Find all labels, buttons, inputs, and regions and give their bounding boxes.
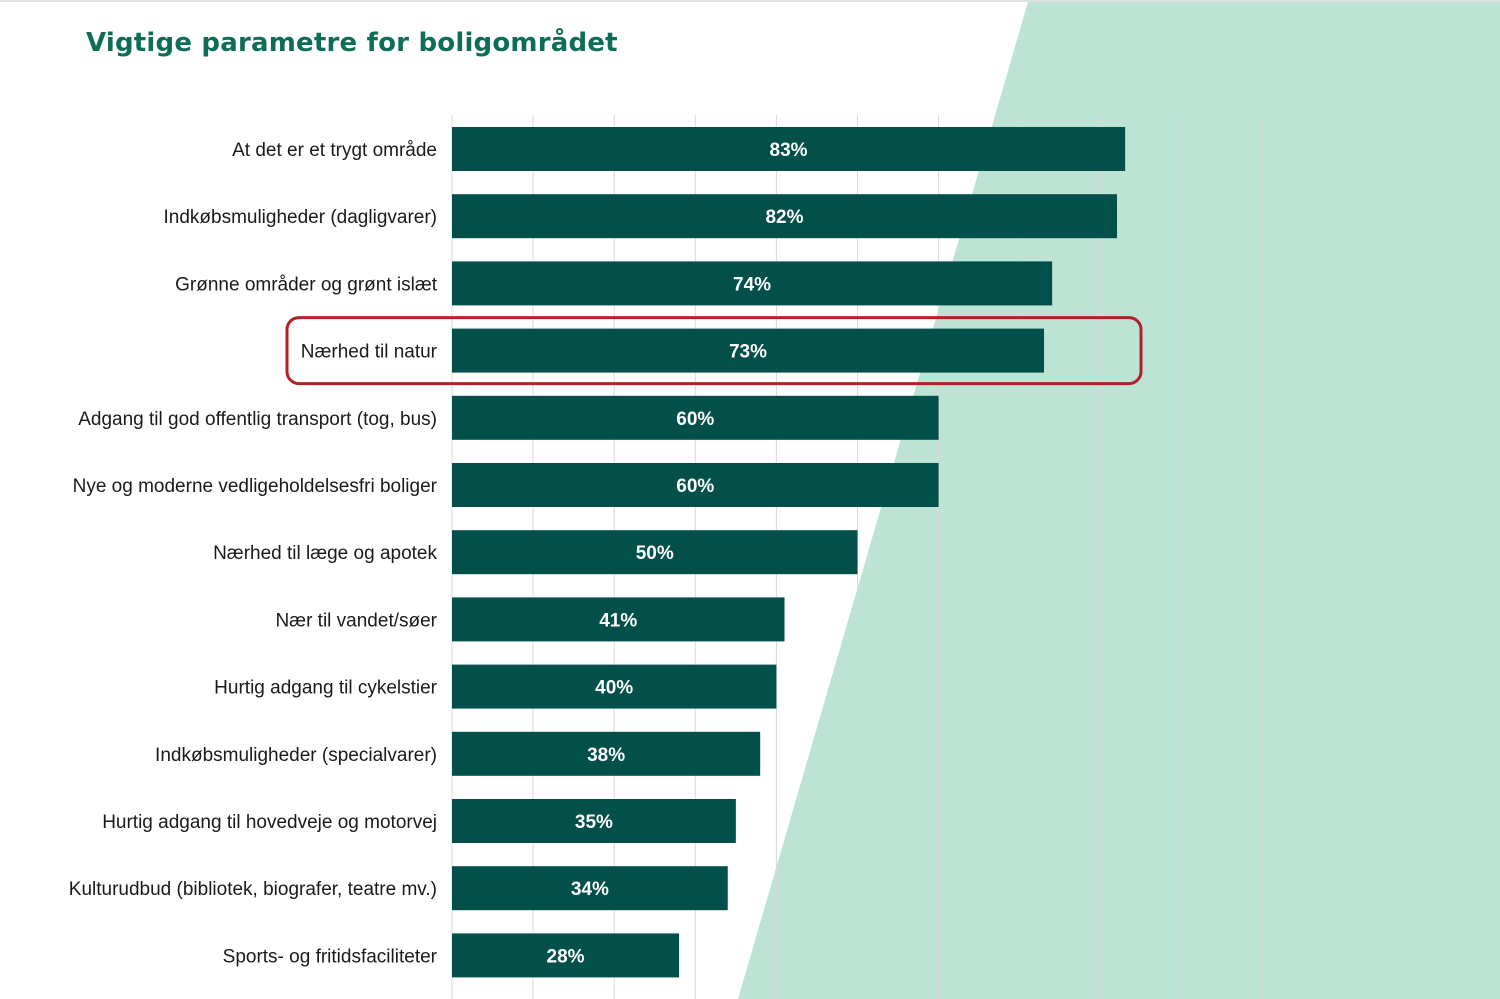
category-label: Grønne områder og grønt islæt xyxy=(175,274,438,295)
bar xyxy=(452,328,1045,373)
category-label: Hurtig adgang til hovedveje og motorvej xyxy=(102,812,437,833)
bar xyxy=(452,799,736,843)
bar xyxy=(452,261,1053,306)
value-label: 73% xyxy=(729,342,767,363)
bar xyxy=(452,127,1126,171)
value-label: 35% xyxy=(575,812,613,833)
category-label: Nærhed til læge og apotek xyxy=(213,543,437,564)
category-label: Indkøbsmuligheder (dagligvarer) xyxy=(163,207,437,228)
value-label: 82% xyxy=(765,207,803,228)
value-label: 60% xyxy=(676,476,714,497)
value-label: 28% xyxy=(547,946,585,967)
mint-diagonal-shape xyxy=(738,2,1500,999)
value-label: 83% xyxy=(770,140,808,161)
value-label: 74% xyxy=(733,274,771,295)
category-label: Hurtig adgang til cykelstier xyxy=(214,678,437,699)
value-label: 60% xyxy=(676,409,714,430)
bar xyxy=(452,866,728,911)
highlight-box xyxy=(285,316,1143,386)
category-labels: At det er et trygt område Indkøbsmulighed… xyxy=(69,140,438,967)
bar xyxy=(452,597,785,642)
highlight-group xyxy=(285,316,1143,386)
category-label: Nye og moderne vedligeholdelsesfri bolig… xyxy=(73,476,438,497)
value-label: 38% xyxy=(587,745,625,766)
value-labels: 83% 82% 74% 73% 60% 60% 50% 41% 40% 38% 35% 34% 28% xyxy=(547,140,808,967)
chart-title: Vigtige parametre for boligområdet xyxy=(86,28,618,58)
category-label: Nær til vandet/søer xyxy=(275,610,437,631)
category-label: Sports- og fritidsfaciliteter xyxy=(223,946,438,967)
bar xyxy=(452,731,761,776)
bars xyxy=(452,127,1126,978)
category-label: At det er et trygt område xyxy=(232,140,437,161)
category-label: Indkøbsmuligheder (specialvarer) xyxy=(155,745,437,766)
bar xyxy=(452,530,858,575)
bar xyxy=(452,194,1118,239)
bar xyxy=(452,664,777,709)
category-label: Nærhed til natur xyxy=(301,342,438,363)
category-label: Kulturudbud (bibliotek, biografer, teatr… xyxy=(69,879,437,900)
bar xyxy=(452,395,939,440)
value-label: 41% xyxy=(599,610,637,631)
category-label: Adgang til god offentlig transport (tog,… xyxy=(78,409,437,430)
value-label: 34% xyxy=(571,879,609,900)
bar xyxy=(452,463,939,507)
bar xyxy=(452,933,680,978)
value-label: 50% xyxy=(636,543,674,564)
value-label: 40% xyxy=(595,678,633,699)
